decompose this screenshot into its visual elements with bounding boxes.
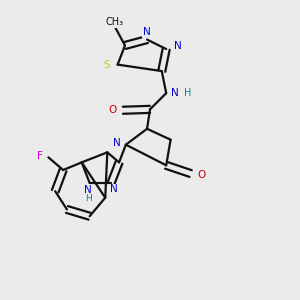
- Text: H: H: [85, 194, 92, 203]
- Text: N: N: [143, 27, 151, 37]
- Text: N: N: [113, 138, 121, 148]
- Text: H: H: [184, 88, 192, 98]
- Text: S: S: [103, 60, 110, 70]
- Text: N: N: [174, 41, 181, 51]
- Text: N: N: [172, 88, 179, 98]
- Text: O: O: [108, 105, 116, 115]
- Text: N: N: [84, 185, 92, 195]
- Text: O: O: [197, 170, 206, 180]
- Text: F: F: [37, 151, 43, 161]
- Text: CH₃: CH₃: [106, 17, 124, 27]
- Text: N: N: [110, 184, 117, 194]
